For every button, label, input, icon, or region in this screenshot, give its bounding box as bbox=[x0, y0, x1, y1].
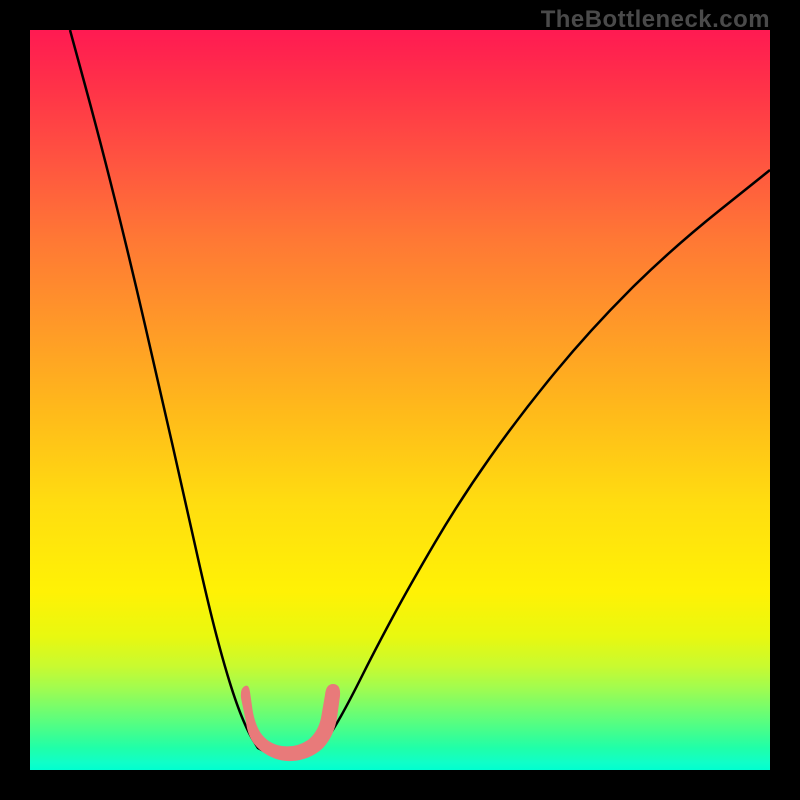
bottleneck-curve bbox=[70, 30, 770, 757]
curve-overlay bbox=[30, 30, 770, 770]
trough-marker-blob bbox=[241, 684, 340, 761]
